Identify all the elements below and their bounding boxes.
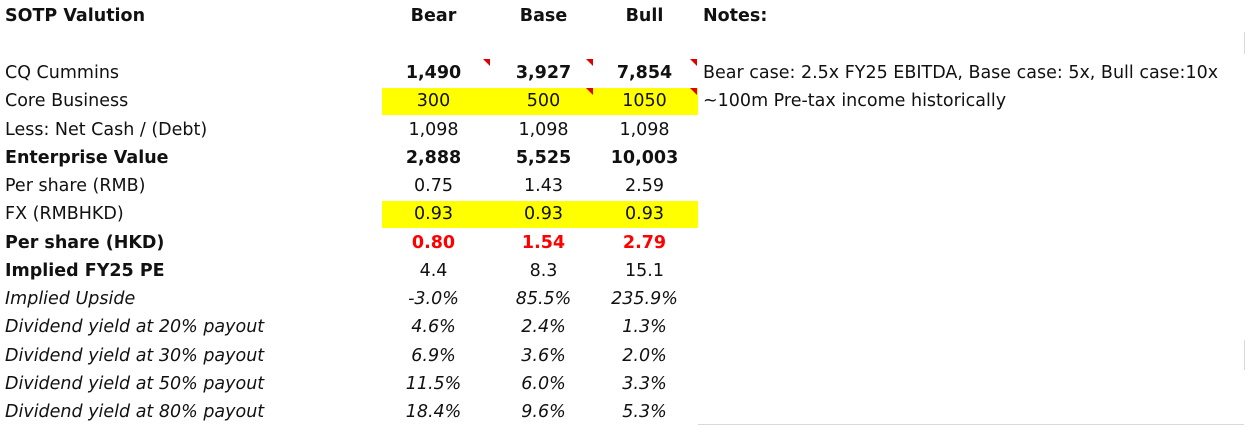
cell-bull[interactable]: 10,003 xyxy=(610,148,679,168)
cell-bull[interactable]: 0.93 xyxy=(625,204,664,224)
cell-bear[interactable]: 11.5% xyxy=(405,374,462,394)
col-header-bull[interactable]: Bull xyxy=(625,6,664,26)
cell-base[interactable]: 500 xyxy=(526,91,561,111)
row-label[interactable]: Implied FY25 PE xyxy=(5,261,165,281)
cell-base[interactable]: 0.93 xyxy=(524,204,563,224)
comment-flag-icon[interactable] xyxy=(586,59,593,66)
cell-bull[interactable]: 7,854 xyxy=(616,63,673,83)
row-core-business: Core Business 300 500 1050 ~100m Pre-tax… xyxy=(0,87,1248,115)
row-cq-cummins: CQ Cummins 1,490 3,927 7,854 Bear case: … xyxy=(0,59,1248,87)
cell-base[interactable]: 3.6% xyxy=(521,346,566,366)
row-per-share-rmb: Per share (RMB) 0.75 1.43 2.59 xyxy=(0,172,1248,200)
highlight-fill xyxy=(382,88,698,115)
cell-bear[interactable]: 4.4 xyxy=(419,261,448,281)
cell-base[interactable]: 9.6% xyxy=(521,402,566,422)
note-cell[interactable]: ~100m Pre-tax income historically xyxy=(703,91,1007,111)
highlight-fill xyxy=(382,201,698,228)
col-header-bear[interactable]: Bear xyxy=(410,6,457,26)
row-label[interactable]: Dividend yield at 80% payout xyxy=(5,402,265,422)
row-implied-pe: Implied FY25 PE 4.4 8.3 15.1 xyxy=(0,257,1248,285)
cell-bear[interactable]: 1,098 xyxy=(408,120,459,140)
cell-base[interactable]: 3,927 xyxy=(515,63,572,83)
row-enterprise-value: Enterprise Value 2,888 5,525 10,003 xyxy=(0,144,1248,172)
cell-border xyxy=(698,424,1244,425)
row-label[interactable]: Dividend yield at 20% payout xyxy=(5,317,265,337)
cell-base[interactable]: 1,098 xyxy=(518,120,569,140)
row-per-share-hkd: Per share (HKD) 0.80 1.54 2.79 xyxy=(0,229,1248,257)
col-header-base[interactable]: Base xyxy=(519,6,568,26)
cell-bull[interactable]: 2.59 xyxy=(625,176,664,196)
row-implied-upside: Implied Upside -3.0% 85.5% 235.9% xyxy=(0,285,1248,313)
row-label[interactable]: Dividend yield at 30% payout xyxy=(5,346,265,366)
notes-header[interactable]: Notes: xyxy=(703,6,768,26)
cell-bear[interactable]: 300 xyxy=(416,91,451,111)
cell-bear[interactable]: 4.6% xyxy=(411,317,456,337)
comment-flag-icon[interactable] xyxy=(586,88,593,95)
row-label[interactable]: Implied Upside xyxy=(5,289,136,309)
cell-bull[interactable]: 15.1 xyxy=(625,261,664,281)
comment-flag-icon[interactable] xyxy=(690,88,697,95)
cell-bear[interactable]: 0.80 xyxy=(411,233,456,253)
cell-bull[interactable]: 1.3% xyxy=(622,317,667,337)
sheet-title[interactable]: SOTP Valution xyxy=(5,6,146,26)
row-label[interactable]: CQ Cummins xyxy=(5,63,120,83)
cell-base[interactable]: 85.5% xyxy=(515,289,572,309)
row-fx: FX (RMBHKD) 0.93 0.93 0.93 xyxy=(0,200,1248,228)
cell-bear[interactable]: 1,490 xyxy=(405,63,462,83)
header-row: SOTP Valution Bear Base Bull Notes: xyxy=(0,2,1248,30)
cell-bear[interactable]: 2,888 xyxy=(405,148,462,168)
comment-flag-icon[interactable] xyxy=(690,59,697,66)
cell-bull[interactable]: 2.0% xyxy=(622,346,667,366)
cell-bear[interactable]: 6.9% xyxy=(411,346,456,366)
cell-base[interactable]: 2.4% xyxy=(521,317,566,337)
row-dividend-yield-80: Dividend yield at 80% payout 18.4% 9.6% … xyxy=(0,398,1248,426)
cell-bear[interactable]: -3.0% xyxy=(408,289,459,309)
cell-bull[interactable]: 5.3% xyxy=(622,402,667,422)
cell-border xyxy=(1244,340,1245,370)
cell-bear[interactable]: 0.93 xyxy=(414,204,453,224)
row-label[interactable]: FX (RMBHKD) xyxy=(5,204,124,224)
cell-bear[interactable]: 18.4% xyxy=(405,402,462,422)
cell-base[interactable]: 8.3 xyxy=(529,261,558,281)
row-dividend-yield-50: Dividend yield at 50% payout 11.5% 6.0% … xyxy=(0,370,1248,398)
comment-flag-icon[interactable] xyxy=(483,59,490,66)
row-label[interactable]: Per share (HKD) xyxy=(5,233,165,253)
cell-base[interactable]: 1.43 xyxy=(524,176,563,196)
row-label[interactable]: Dividend yield at 50% payout xyxy=(5,374,265,394)
row-dividend-yield-20: Dividend yield at 20% payout 4.6% 2.4% 1… xyxy=(0,313,1248,341)
cell-bull[interactable]: 1,098 xyxy=(619,120,670,140)
cell-bull[interactable]: 2.79 xyxy=(622,233,667,253)
row-label[interactable]: Per share (RMB) xyxy=(5,176,146,196)
cell-base[interactable]: 1.54 xyxy=(521,233,566,253)
row-net-cash: Less: Net Cash / (Debt) 1,098 1,098 1,09… xyxy=(0,116,1248,144)
row-label[interactable]: Core Business xyxy=(5,91,129,111)
row-label[interactable]: Less: Net Cash / (Debt) xyxy=(5,120,208,140)
cell-base[interactable]: 5,525 xyxy=(515,148,572,168)
cell-base[interactable]: 6.0% xyxy=(521,374,566,394)
cell-border xyxy=(1244,32,1245,54)
note-cell[interactable]: Bear case: 2.5x FY25 EBITDA, Base case: … xyxy=(703,63,1219,83)
cell-bear[interactable]: 0.75 xyxy=(414,176,453,196)
cell-bull[interactable]: 3.3% xyxy=(622,374,667,394)
cell-bull[interactable]: 1050 xyxy=(622,91,667,111)
cell-bull[interactable]: 235.9% xyxy=(611,289,678,309)
row-dividend-yield-30: Dividend yield at 30% payout 6.9% 3.6% 2… xyxy=(0,342,1248,370)
row-label[interactable]: Enterprise Value xyxy=(5,148,169,168)
